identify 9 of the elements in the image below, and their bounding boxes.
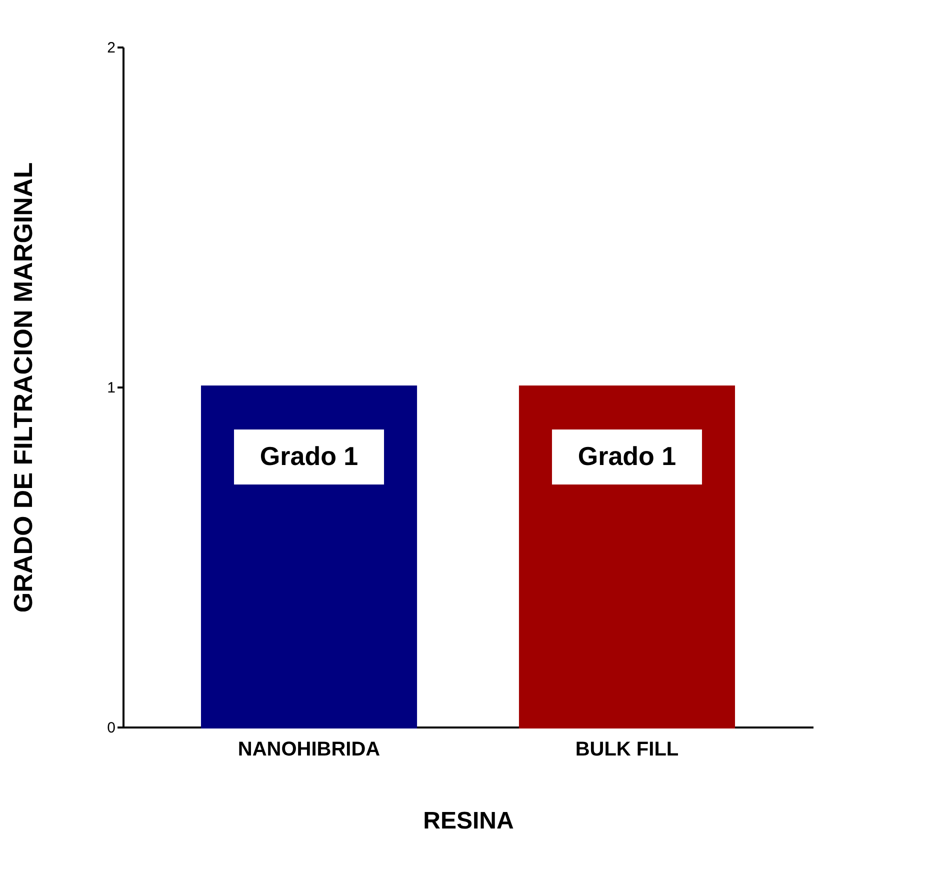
x-axis-title: RESINA [423, 808, 514, 834]
x-tick-label: BULK FILL [575, 738, 679, 760]
x-tick-label: NANOHIBRIDA [238, 738, 380, 760]
y-tick-label: 1 [107, 380, 116, 396]
annotation: Grado 1 [578, 441, 676, 471]
y-tick-label: 2 [107, 40, 116, 56]
y-tick-label: 0 [107, 720, 116, 736]
y-axis-title: GRADO DE FILTRACION MARGINAL [8, 162, 38, 613]
annotation: Grado 1 [260, 441, 358, 471]
